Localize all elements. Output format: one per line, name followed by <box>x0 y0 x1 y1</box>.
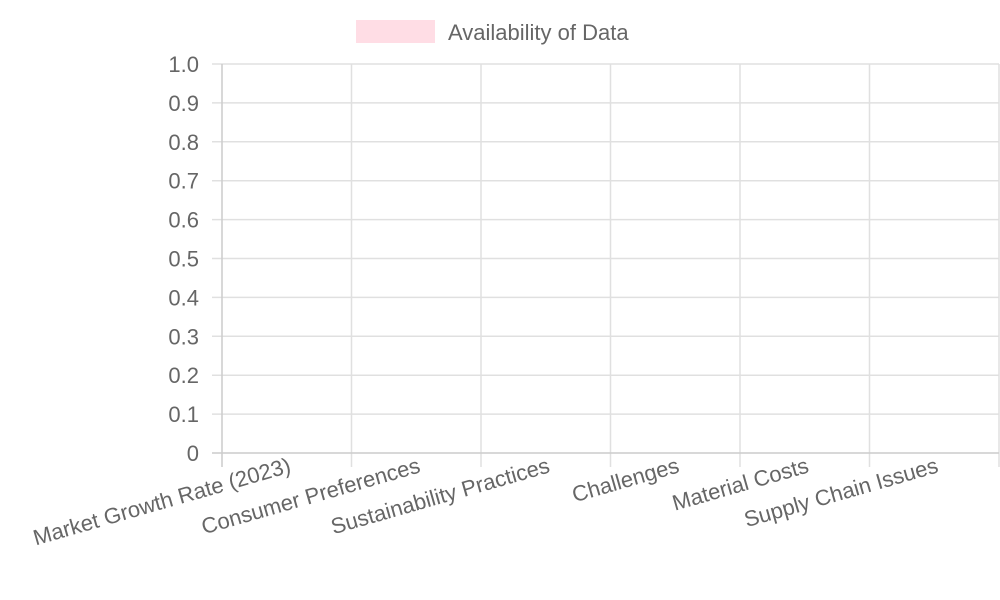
legend-swatch <box>356 20 435 43</box>
x-tick-label: Consumer Preferences <box>199 453 423 539</box>
y-tick-label: 0.9 <box>168 91 199 116</box>
y-tick-label: 0.1 <box>168 402 199 427</box>
y-tick-label: 0.6 <box>168 208 199 233</box>
y-tick-label: 0.4 <box>168 285 199 310</box>
y-tick-label: 0 <box>187 441 199 466</box>
x-tick-label: Sustainability Practices <box>328 453 552 539</box>
y-tick-label: 1.0 <box>168 52 199 77</box>
y-tick-label: 0.2 <box>168 363 199 388</box>
y-tick-label: 0.5 <box>168 247 199 272</box>
chart-grid <box>212 63 1000 467</box>
x-axis-tick-labels: Market Growth Rate (2023)Consumer Prefer… <box>30 453 941 551</box>
chart-legend[interactable]: Availability of Data <box>356 20 629 45</box>
x-tick-label: Challenges <box>569 453 682 507</box>
legend-label: Availability of Data <box>448 20 629 45</box>
y-tick-label: 0.8 <box>168 130 199 155</box>
y-axis-tick-labels: 0 0.1 0.2 0.3 0.4 0.5 0.6 0.7 0.8 0.9 1.0 <box>168 52 199 466</box>
y-tick-label: 0.3 <box>168 324 199 349</box>
chart-axes <box>212 64 999 467</box>
y-tick-label: 0.7 <box>168 169 199 194</box>
